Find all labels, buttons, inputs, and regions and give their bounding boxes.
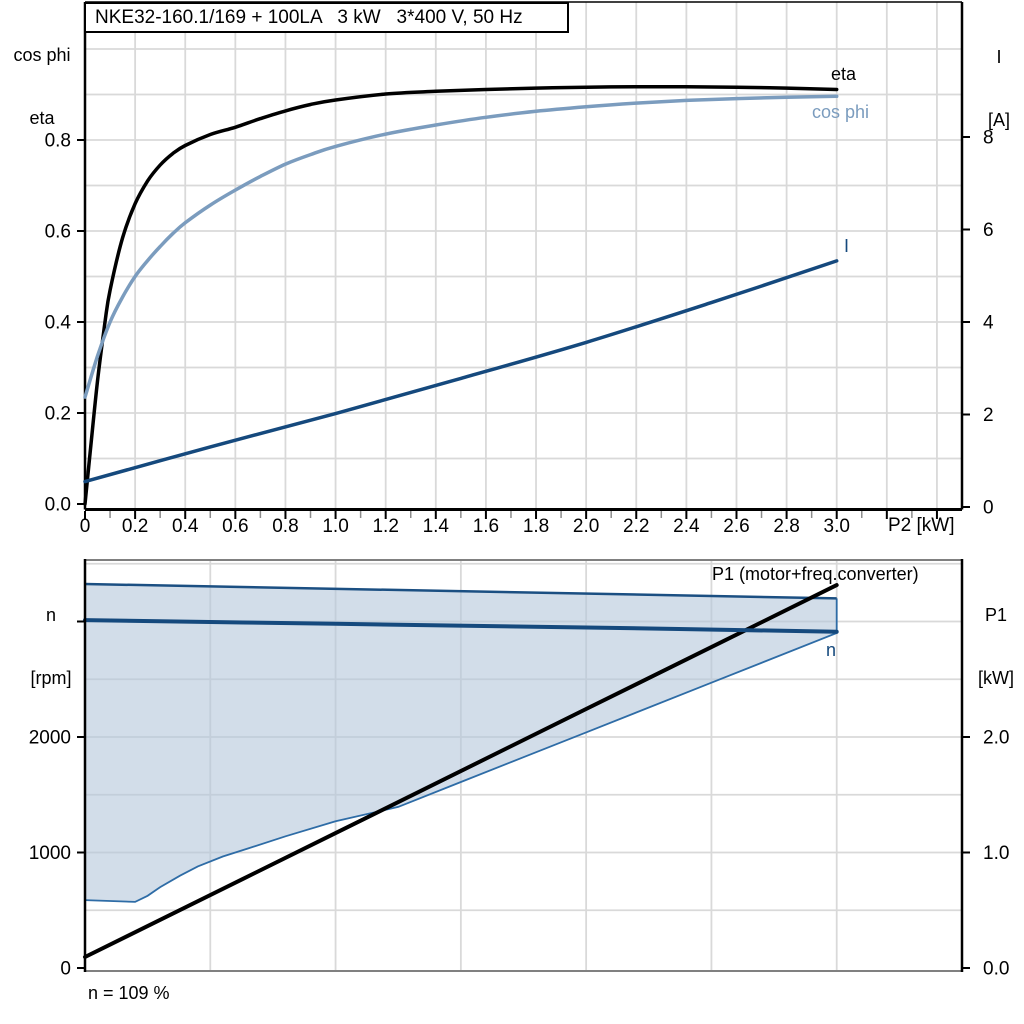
top-x-tick-label: 2.6	[723, 516, 749, 537]
top-x-tick-label: 0	[80, 516, 91, 537]
charts-svg: 0 0.2 0.4 0.6 0.8 1.0 1.2 1.4 1.6 1.8 2.0 2.2 2.4 2.6…	[0, 0, 1024, 1024]
top-x-tick-label: 3.0	[824, 516, 850, 537]
right-axis-label-unit-a: [A]	[976, 110, 1022, 131]
top-x-tick-label: 0.4	[172, 516, 199, 537]
x-axis-label-p2: P2 [kW]	[888, 515, 955, 536]
top-x-tick-label: 0.6	[222, 516, 248, 537]
curve-label-cosphi: cos phi	[812, 102, 869, 123]
top-x-tick-label: 0.2	[122, 516, 148, 537]
top-x-tick-label: 2.4	[673, 516, 700, 537]
right-axis-label-unit-kw: [kW]	[970, 668, 1022, 689]
curve-label-eta: eta	[831, 64, 856, 85]
bot-yleft-tick-label: 0	[60, 959, 71, 980]
top-x-tick-label: 1.2	[372, 516, 398, 537]
top-x-tick-label: 2.0	[573, 516, 599, 537]
curve-I	[85, 261, 837, 482]
right-axis-label-p1: P1	[970, 605, 1022, 626]
pump-motor-datasheet-page: 0 0.2 0.4 0.6 0.8 1.0 1.2 1.4 1.6 1.8 2.0 2.2 2.4 2.6…	[0, 0, 1024, 1024]
curve-eta	[85, 87, 837, 504]
top-yright-tick-label: 0	[983, 498, 994, 519]
top-yleft-tick-label: 0.4	[45, 313, 72, 334]
bot-yright-tick-label: 0.0	[983, 959, 1009, 980]
left-axis-label-n: n	[22, 605, 80, 626]
top-yleft-tick-label: 0.2	[45, 404, 71, 425]
bottom-right-axis-label: P1 [kW]	[970, 563, 1022, 731]
top-x-tick-label: 1.6	[473, 516, 499, 537]
top-left-axis-label: cos phi eta	[6, 3, 78, 171]
top-x-tick-label: 2.8	[773, 516, 799, 537]
top-x-tick-label: 1.4	[423, 516, 450, 537]
left-axis-label-cosphi: cos phi	[6, 45, 78, 66]
annotation-n-percent: n = 109 %	[88, 983, 170, 1004]
top-x-tick-label: 0.8	[272, 516, 298, 537]
left-axis-label-eta: eta	[6, 108, 78, 129]
bot-yright-tick-label: 1.0	[983, 843, 1009, 864]
curve-label-current: I	[844, 236, 849, 257]
curve-label-p1-title: P1 (motor+freq.converter)	[712, 564, 919, 585]
top-x-tick-label: 2.2	[623, 516, 649, 537]
chart-title-box: NKE32-160.1/169 + 100LA 3 kW 3*400 V, 50…	[84, 2, 569, 33]
top-right-axis-label: I [A]	[976, 5, 1022, 173]
top-x-tick-label: 1.8	[523, 516, 549, 537]
top-x-tick-label: 1.0	[322, 516, 348, 537]
right-axis-label-i: I	[976, 47, 1022, 68]
left-axis-label-unit-rpm: [rpm]	[22, 668, 80, 689]
curve-label-n: n	[826, 640, 836, 661]
bot-yleft-tick-label: 1000	[29, 843, 71, 864]
top-yright-tick-label: 6	[983, 220, 994, 241]
top-yleft-tick-label: 0.6	[45, 222, 71, 243]
top-yright-tick-label: 4	[983, 313, 994, 334]
top-yright-tick-label: 2	[983, 405, 994, 426]
bottom-left-axis-label: n [rpm]	[22, 563, 80, 731]
top-yleft-tick-label: 0.0	[45, 495, 71, 516]
